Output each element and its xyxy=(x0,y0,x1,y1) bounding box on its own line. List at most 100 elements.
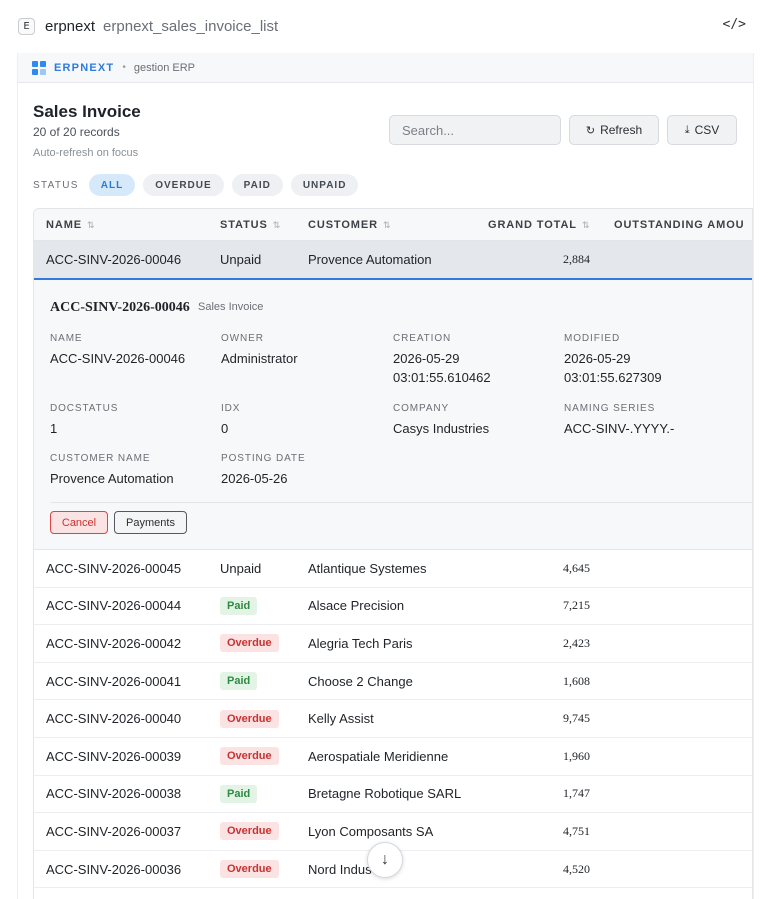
sort-icon: ⇅ xyxy=(272,219,281,230)
column-header-customer[interactable]: CUSTOMER ⇅ xyxy=(308,219,391,231)
table-row-selected[interactable]: ACC-SINV-2026-00046 Unpaid Provence Auto… xyxy=(34,241,752,280)
filter-chip-all[interactable]: ALL xyxy=(88,174,136,196)
status-filter-label: STATUS xyxy=(33,179,79,191)
cell-grand-total: 7,215 xyxy=(563,598,590,613)
table-row[interactable]: ACC-SINV-2026-00041 Paid Choose 2 Change 1,… xyxy=(34,663,752,701)
cell-grand-total: 2,884 xyxy=(563,252,590,266)
cell-name: ACC-SINV-2026-00040 xyxy=(46,711,182,727)
record-count: 20 of 20 records xyxy=(33,125,120,139)
cell-status: Unpaid xyxy=(220,252,262,267)
cell-grand-total: 4,751 xyxy=(563,823,590,838)
detail-divider xyxy=(50,502,752,503)
cell-status: Overdue xyxy=(220,851,279,888)
cell-customer: Atlantique Systemes xyxy=(308,560,427,576)
cell-name: ACC-SINV-2026-00038 xyxy=(46,786,182,802)
filter-chip-paid[interactable]: PAID xyxy=(231,174,283,196)
cell-name: ACC-SINV-2026-00036 xyxy=(46,861,182,877)
column-header-outstanding[interactable]: OUTSTANDING AMOU xyxy=(614,219,745,231)
cell-status: Paid xyxy=(220,776,258,813)
table-row[interactable]: ACC-SINV-2026-00036 Overdue Nord Indus 4,52… xyxy=(34,851,752,889)
cell-customer: Alsace Precision xyxy=(308,598,405,614)
cell-customer: Alegria Tech Paris xyxy=(308,635,413,651)
cell-name: ACC-SINV-2026-00041 xyxy=(46,673,182,689)
status-filter: STATUS ALL OVERDUE PAID UNPAID xyxy=(33,174,366,196)
cell-status: Unpaid xyxy=(220,560,262,576)
field-creation: CREATION 2026-05-29 03:01:55.610462 xyxy=(393,333,491,385)
cell-grand-total: 4,645 xyxy=(563,560,590,575)
field-company: COMPANY Casys Industries xyxy=(393,403,490,436)
detail-doctype: Sales Invoice xyxy=(198,301,264,313)
status-badge: Overdue xyxy=(220,860,279,879)
brand-bar: ERPNEXT • gestion ERP xyxy=(18,53,753,83)
cell-name: ACC-SINV-2026-00044 xyxy=(46,598,182,614)
page-title: Sales Invoice xyxy=(33,102,141,121)
status-badge: Paid xyxy=(220,596,258,615)
field-naming-series: NAMING SERIES ACC-SINV-.YYYY.- xyxy=(564,403,675,436)
cell-grand-total: 9,745 xyxy=(563,711,590,726)
filter-chip-overdue[interactable]: OVERDUE xyxy=(143,174,224,196)
detail-panel: ACC-SINV-2026-00046 Sales Invoice NAME A… xyxy=(34,280,752,550)
cell-customer: Lyon Composants SA xyxy=(308,823,434,839)
cell-customer: Aerospatiale Meridienne xyxy=(308,748,449,764)
cell-grand-total: 1,747 xyxy=(563,786,590,801)
view-name: erpnext_sales_invoice_list xyxy=(103,17,279,35)
refresh-label: Refresh xyxy=(600,123,643,137)
payments-button[interactable]: Payments xyxy=(114,511,187,534)
refresh-icon: ↻ xyxy=(585,124,596,137)
cell-customer: Nord Indus xyxy=(308,861,372,877)
cell-customer: Kelly Assist xyxy=(308,711,374,727)
csv-export-button[interactable]: ⤓ CSV xyxy=(667,115,737,145)
cell-status: Overdue xyxy=(220,813,279,850)
search-input[interactable] xyxy=(389,115,561,145)
app-badge: E xyxy=(18,17,35,35)
brand-separator: • xyxy=(122,62,126,73)
column-header-grand-total[interactable]: GRAND TOTAL ⇅ xyxy=(488,219,590,231)
cancel-button[interactable]: Cancel xyxy=(50,511,108,534)
field-owner: OWNER Administrator xyxy=(221,333,298,366)
brand-name: ERPNEXT xyxy=(54,61,115,74)
cell-name: ACC-SINV-2026-00046 xyxy=(46,252,182,267)
detail-title: ACC-SINV-2026-00046 xyxy=(50,300,190,315)
cell-status: Paid xyxy=(220,663,258,700)
cell-status: Overdue xyxy=(220,738,279,775)
cell-grand-total: 4,520 xyxy=(563,861,590,876)
table-row[interactable]: ACC-SINV-2026-00044 Paid Alsace Precision 7… xyxy=(34,588,752,626)
refresh-button[interactable]: ↻ Refresh xyxy=(569,115,659,145)
scroll-down-button[interactable]: ↓ xyxy=(367,842,403,878)
sort-icon: ⇅ xyxy=(581,219,590,230)
status-badge: Overdue xyxy=(220,709,279,728)
cell-customer: Bretagne Robotique SARL xyxy=(308,786,462,802)
app-frame: ERPNEXT • gestion ERP Sales Invoice 20 o… xyxy=(17,53,754,899)
table-row[interactable]: ACC-SINV-2026-00040 Overdue Kelly Assist 9,… xyxy=(34,700,752,738)
sort-icon: ⇅ xyxy=(87,219,95,230)
brand-tagline: gestion ERP xyxy=(133,61,196,74)
cell-status: Overdue xyxy=(220,625,279,662)
filter-chip-unpaid[interactable]: UNPAID xyxy=(290,174,359,196)
app-header: E erpnext erpnext_sales_invoice_list </> xyxy=(0,0,772,52)
cell-grand-total: 2,423 xyxy=(563,635,590,650)
csv-label: CSV xyxy=(694,123,720,137)
status-badge: Overdue xyxy=(220,634,279,653)
field-name: NAME ACC-SINV-2026-00046 xyxy=(50,333,186,366)
table-row[interactable]: ACC-SINV-2026-00038 Paid Bretagne Robotiqu… xyxy=(34,776,752,814)
cell-name: ACC-SINV-2026-00045 xyxy=(46,560,182,576)
field-customer-name: CUSTOMER NAME Provence Automation xyxy=(50,453,174,486)
field-modified: MODIFIED 2026-05-29 03:01:55.627309 xyxy=(564,333,662,385)
field-posting-date: POSTING DATE 2026-05-26 xyxy=(221,453,306,486)
invoice-table: NAME ⇅ STATUS ⇅ CUSTOMER ⇅ GRAND TOTAL ⇅ OUT… xyxy=(33,208,753,899)
cell-grand-total: 1,960 xyxy=(563,748,590,763)
table-row[interactable]: ACC-SINV-2026-00045 Unpaid Atlantique Syst… xyxy=(34,550,752,588)
column-header-name[interactable]: NAME ⇅ xyxy=(46,219,95,231)
table-header: NAME ⇅ STATUS ⇅ CUSTOMER ⇅ GRAND TOTAL ⇅ OUT… xyxy=(34,209,752,241)
code-icon[interactable]: </> xyxy=(722,17,746,32)
table-row[interactable]: ACC-SINV-2026-00042 Overdue Alegria Tech P… xyxy=(34,625,752,663)
sort-icon: ⇅ xyxy=(382,219,391,230)
table-row[interactable]: ACC-SINV-2026-00039 Overdue Aerospatiale M… xyxy=(34,738,752,776)
cell-grand-total: 1,608 xyxy=(563,673,590,688)
cell-status: Overdue xyxy=(220,700,279,737)
column-header-status[interactable]: STATUS ⇅ xyxy=(220,219,281,231)
status-badge: Overdue xyxy=(220,747,279,766)
app-name: erpnext xyxy=(45,17,96,35)
status-badge: Paid xyxy=(220,784,258,803)
cell-name: ACC-SINV-2026-00039 xyxy=(46,748,182,764)
